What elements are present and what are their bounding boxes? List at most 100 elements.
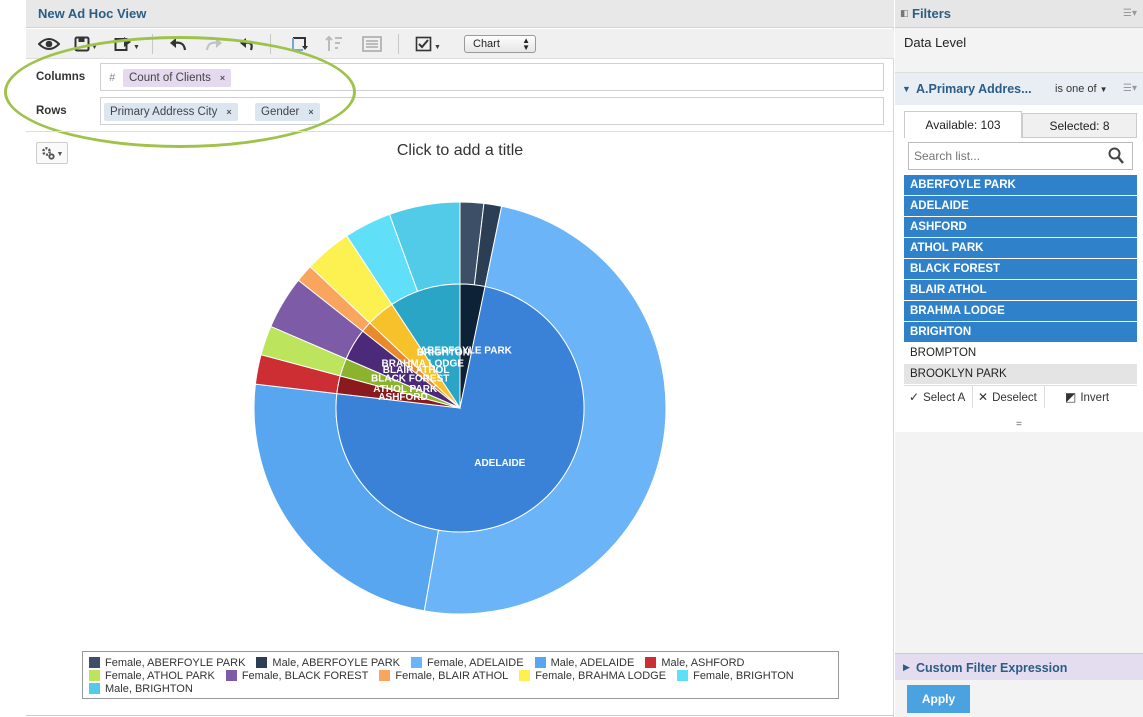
bottom-border [26, 715, 894, 716]
adhoc-view-pane: New Ad Hoc View ▼ ▼ [4, 0, 894, 717]
city-list: ABERFOYLE PARK ADELAIDE ASHFORD ATHOL PARK B… [904, 175, 1137, 385]
filter-operator-dropdown[interactable]: is one of ▼ [1055, 83, 1108, 95]
legend-item[interactable]: Female, ATHOL PARK [89, 670, 215, 682]
chevron-down-icon: ▼ [56, 151, 64, 158]
display-options-icon[interactable]: ▼ [412, 33, 444, 55]
list-item[interactable]: ABERFOYLE PARK [904, 175, 1137, 196]
search-input[interactable] [909, 143, 1099, 169]
custom-filter-expression-label: Custom Filter Expression [916, 661, 1068, 675]
legend-label: Male, ADELAIDE [550, 656, 635, 669]
filters-header: ◧ Filters ☰▾ [895, 0, 1143, 28]
list-item[interactable]: BROMPTON [904, 343, 1137, 364]
legend-label: Female, ATHOL PARK [105, 669, 215, 682]
legend-swatch [89, 670, 100, 681]
legend-item[interactable]: Female, ABERFOYLE PARK [89, 657, 245, 669]
tab-available[interactable]: Available: 103 [904, 111, 1022, 138]
legend-row: Female, ABERFOYLE PARK Male, ABERFOYLE PA… [89, 656, 838, 669]
legend-row: Male, BRIGHTON [89, 682, 838, 695]
list-item[interactable]: BRIGHTON [904, 322, 1137, 343]
chevron-down-icon: ▼ [1099, 85, 1108, 94]
slice-label: BRAHMA LODGE [382, 359, 465, 370]
legend-swatch [534, 657, 546, 668]
filters-title: Filters [912, 6, 952, 21]
legend-label: Female, BRIGHTON [693, 669, 794, 682]
select-all-button[interactable]: ✓ Select A [904, 386, 973, 408]
filter-card-primary-address-city: ▼ A.Primary Addres... is one of ▼ ☰▾ Ava… [895, 72, 1143, 432]
inner-slice[interactable] [335, 285, 585, 533]
collapse-panel-icon[interactable]: ◧ [900, 8, 909, 18]
deselect-button[interactable]: ✕ Deselect [973, 386, 1045, 408]
legend-item[interactable]: Male, BRIGHTON [89, 683, 193, 695]
list-item[interactable]: BLACK FOREST [904, 259, 1137, 280]
slice-label: BRIGHTON [417, 347, 470, 358]
legend-swatch [677, 670, 689, 681]
chart-title[interactable]: Click to add a title [396, 142, 524, 159]
legend-swatch [410, 657, 422, 668]
visualization-type-select[interactable]: Chart ▲ ▼ [464, 35, 536, 53]
slice-label: ADELAIDE [474, 458, 525, 469]
legend-item[interactable]: Female, BRIGHTON [677, 670, 794, 682]
filter-card-header[interactable]: ▼ A.Primary Addres... is one of ▼ ☰▾ [895, 73, 1143, 105]
filters-panel: ◧ Filters ☰▾ Data Level ▼ A.Primary Addr… [895, 0, 1143, 717]
legend-item[interactable]: Male, ABERFOYLE PARK [256, 657, 400, 669]
view-title-bar: New Ad Hoc View [26, 0, 894, 28]
slice-label: ASHFORD [378, 392, 427, 403]
legend-item[interactable]: Female, BLAIR ATHOL [379, 670, 508, 682]
select-arrows-icon: ▲ ▼ [522, 36, 530, 52]
legend-swatch [89, 657, 100, 668]
legend-item[interactable]: Female, ADELAIDE [410, 656, 524, 669]
list-item[interactable]: BRAHMA LODGE [904, 301, 1137, 322]
invert-button[interactable]: ◩ Invert [1065, 390, 1110, 404]
list-item[interactable]: BLAIR ATHOL [904, 280, 1137, 301]
expand-triangle-icon[interactable]: ▼ [902, 84, 911, 94]
legend-item[interactable]: Female, BRAHMA LODGE [519, 670, 666, 682]
view-title: New Ad Hoc View [38, 6, 147, 21]
legend-row: Female, ATHOL PARK Female, BLACK FOREST Fe… [89, 669, 838, 682]
search-icon[interactable] [1108, 147, 1124, 165]
expand-triangle-icon[interactable]: ▶ [903, 662, 910, 672]
apply-button[interactable]: Apply [907, 685, 970, 713]
gear-icon [41, 147, 55, 160]
close-icon: ✕ [978, 390, 989, 404]
inner-slice[interactable] [391, 283, 461, 410]
list-item[interactable]: BROOKLYN PARK [904, 364, 1137, 385]
report-icon[interactable] [360, 33, 384, 55]
chart-options-button[interactable]: ▼ [36, 142, 68, 164]
search-list-box [908, 142, 1133, 170]
legend-swatch [379, 670, 391, 681]
legend-swatch [89, 683, 100, 694]
legend-item[interactable]: Male, ASHFORD [645, 657, 744, 669]
panel-menu-icon[interactable]: ☰▾ [1123, 8, 1137, 19]
legend-label: Male, BRIGHTON [105, 682, 193, 695]
list-item[interactable]: ADELAIDE [904, 196, 1137, 217]
legend-item[interactable]: Female, BLACK FOREST [225, 669, 369, 682]
legend-swatch [256, 657, 268, 668]
legend-label: Female, BRAHMA LODGE [535, 669, 667, 682]
slice-label: BLACK FOREST [371, 373, 449, 384]
filter-menu-icon[interactable]: ☰▾ [1123, 83, 1137, 94]
filter-field-name: A.Primary Addres... [916, 82, 1032, 96]
list-item[interactable]: ATHOL PARK [904, 238, 1137, 259]
list-actions: ✓ Select A ✕ Deselect ◩ Invert [904, 385, 1137, 408]
legend-item[interactable]: Male, ADELAIDE [534, 656, 635, 669]
section-divider [26, 131, 894, 132]
legend-swatch [225, 670, 237, 681]
sort-icon[interactable] [322, 33, 346, 55]
tab-selected[interactable]: Selected: 8 [1022, 113, 1137, 138]
toolbar-divider [398, 34, 399, 54]
legend-label: Female, BLACK FOREST [241, 669, 369, 682]
list-item[interactable]: ASHFORD [904, 217, 1137, 238]
slice-label: ATHOL PARK [373, 384, 438, 395]
check-icon: ✓ [909, 390, 920, 404]
chevron-down-icon: ▼ [434, 43, 441, 51]
resize-grip[interactable]: = [1016, 419, 1022, 430]
legend-swatch [645, 657, 657, 668]
legend-label: Female, BLAIR ATHOL [395, 669, 509, 682]
legend-swatch [519, 670, 531, 681]
custom-filter-expression-header[interactable]: ▶ Custom Filter Expression [895, 653, 1143, 680]
data-level-label: Data Level [904, 35, 967, 50]
invert-icon: ◩ [1065, 390, 1077, 404]
legend-label: Female, ADELAIDE [426, 656, 524, 669]
eye-icon[interactable] [36, 33, 62, 55]
